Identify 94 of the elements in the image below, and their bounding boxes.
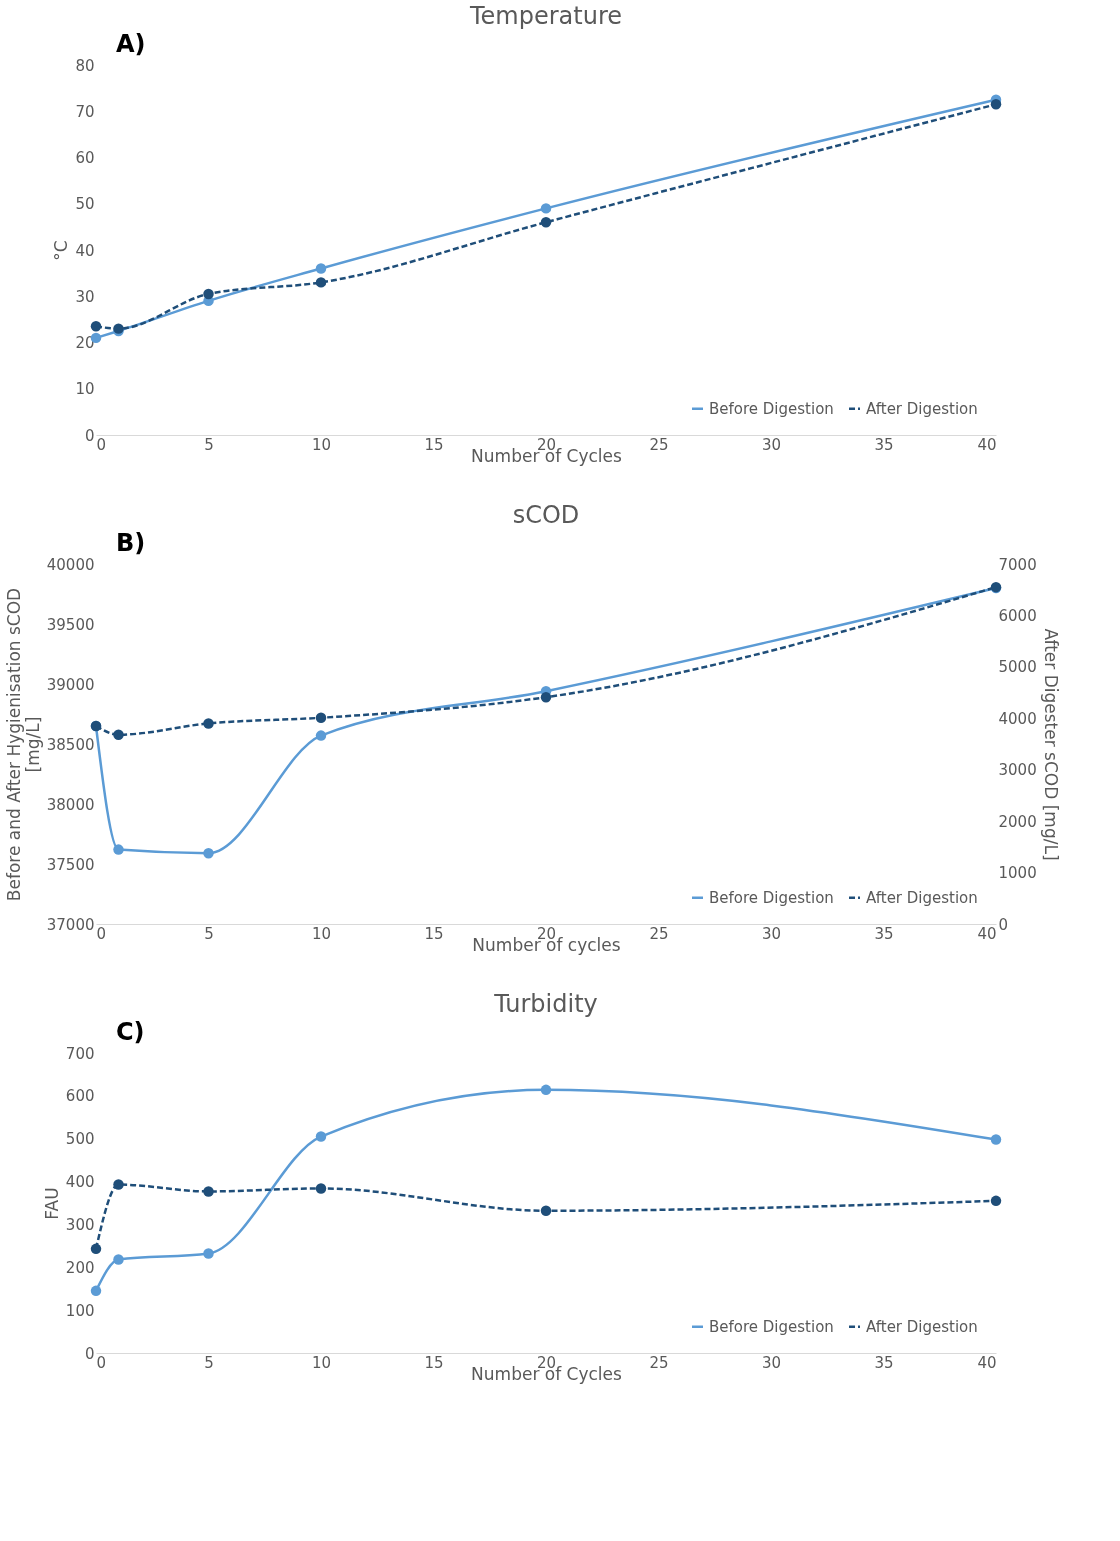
x-tick-label: 40 (977, 1353, 997, 1372)
y-tick-label: 37500 (46, 855, 95, 874)
legend-label: Before Digestion (709, 888, 834, 907)
point (540, 1205, 552, 1216)
y-axis-title: FAU (41, 1187, 62, 1220)
point (203, 1248, 214, 1259)
y2-tick-label: 4000 (998, 709, 1037, 728)
point (203, 288, 214, 300)
x-tick-label: 35 (874, 435, 894, 454)
y-tick-label: 39000 (46, 675, 95, 694)
y2-axis-title: After Digester sCOD [mg/L] (1040, 628, 1061, 861)
point (540, 1084, 552, 1096)
y-tick-label: 700 (65, 1044, 95, 1063)
point (90, 1285, 102, 1297)
text: C) (116, 1018, 145, 1046)
point (990, 1195, 1002, 1207)
y-tick-label: 60 (75, 149, 95, 167)
point (315, 712, 327, 724)
y-tick-label: 37000 (46, 915, 95, 934)
x-tick-label: 5 (204, 1353, 214, 1372)
legend-label: After Digestion (866, 1317, 978, 1336)
point (113, 729, 124, 740)
legend-label: Before Digestion (709, 1317, 834, 1336)
x-tick-label: 30 (761, 924, 782, 943)
text: B) (116, 529, 146, 557)
legend-label: After Digestion (866, 888, 978, 907)
y2-tick-label: 6000 (998, 606, 1037, 625)
x-tick-label: 5 (204, 924, 214, 943)
x-tick-label: 25 (649, 1353, 669, 1372)
point (990, 1134, 1002, 1145)
text: A) (116, 30, 146, 58)
point (113, 1179, 124, 1190)
point (203, 847, 214, 859)
point (90, 321, 102, 332)
x-tick-label: 30 (761, 435, 782, 454)
y2-tick-label: 1000 (998, 864, 1037, 883)
x-tick-label: 0 (96, 924, 107, 943)
y-tick-label: 38000 (46, 795, 95, 814)
y-tick-label: 600 (65, 1087, 95, 1106)
point (540, 217, 552, 228)
chart-title: Turbidity (493, 990, 598, 1018)
x-tick-label: 30 (761, 1353, 782, 1372)
x-tick-label: 10 (311, 1353, 332, 1372)
y-tick-label: 100 (65, 1301, 95, 1320)
chart-title: Temperature (468, 2, 623, 30)
legend-label: After Digestion (866, 399, 978, 418)
point (203, 718, 214, 729)
point (315, 263, 327, 274)
x-tick-label: 0 (96, 435, 107, 454)
point (315, 1131, 327, 1142)
y-axis-title: Before and After Hygienisation sCOD [mg/L] (3, 587, 43, 902)
x-tick-label: 40 (977, 435, 997, 454)
point (203, 1186, 214, 1197)
point (540, 203, 552, 214)
x-tick-label: 15 (424, 1353, 444, 1372)
legend-label: Before Digestion (709, 399, 834, 418)
point (315, 1183, 327, 1194)
y2-tick-label: 7000 (998, 555, 1037, 574)
y-tick-label: 80 (75, 56, 95, 75)
x-tick-label: 0 (96, 1353, 107, 1372)
x-tick-label: 25 (649, 924, 669, 943)
y-tick-label: 400 (65, 1173, 95, 1192)
y-tick-label: 39500 (46, 615, 95, 634)
y-tick-label: 70 (75, 102, 95, 121)
point (315, 277, 327, 288)
point (113, 844, 124, 855)
point (113, 1254, 124, 1265)
point (990, 99, 1002, 110)
y-tick-label: 50 (75, 195, 95, 214)
y-tick-label: 200 (65, 1258, 95, 1277)
y-tick-label: 38500 (46, 735, 95, 754)
y-tick-label: 30 (75, 287, 95, 306)
y-tick-label: 40 (75, 241, 95, 260)
y-tick-label: 500 (65, 1130, 95, 1149)
y2-tick-label: 2000 (998, 812, 1037, 831)
x-tick-label: 10 (311, 435, 332, 454)
x-tick-label: 35 (874, 1353, 894, 1372)
point (540, 691, 552, 703)
point (315, 730, 327, 741)
chart-title: sCOD (512, 501, 580, 529)
x-tick-label: 15 (424, 435, 444, 454)
y2-tick-label: 3000 (998, 761, 1037, 780)
point (90, 1243, 102, 1255)
x-tick-label: 15 (424, 924, 444, 943)
y-tick-label: 40000 (46, 555, 95, 574)
y-tick-label: 10 (75, 380, 95, 399)
x-tick-label: 10 (311, 924, 332, 943)
x-tick-label: 5 (204, 435, 214, 454)
y-tick-label: 300 (65, 1215, 95, 1234)
x-tick-label: 25 (649, 435, 669, 454)
x-tick-label: 35 (874, 924, 894, 943)
y-axis-title: °C (51, 240, 72, 261)
x-tick-label: 40 (977, 924, 997, 943)
y2-tick-label: 5000 (998, 658, 1037, 677)
